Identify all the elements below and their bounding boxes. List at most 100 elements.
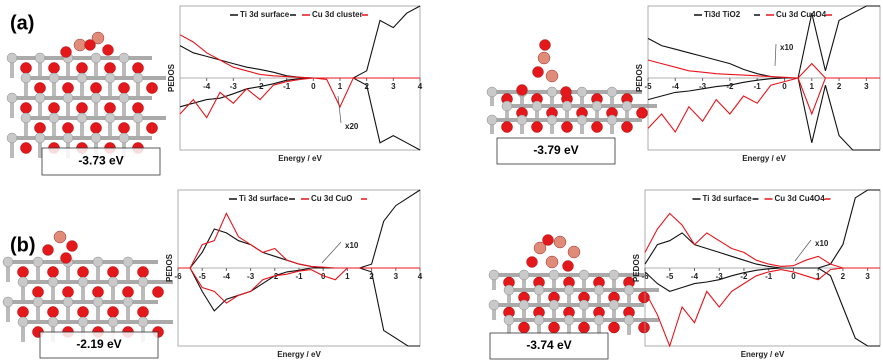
o-atom — [108, 307, 119, 318]
molecule-model — [7, 32, 166, 158]
ti-atom — [33, 257, 43, 267]
legend-label: Ti3d TiO2 — [704, 10, 741, 19]
ti-atom — [517, 115, 527, 125]
y-axis-label: PEDOS — [165, 253, 174, 282]
o-atom — [562, 122, 573, 133]
ti-atom — [562, 101, 572, 111]
x-tick-label: 4 — [418, 82, 423, 91]
o-atom — [119, 83, 130, 94]
ti-atom — [7, 53, 17, 63]
o-atom — [561, 87, 572, 98]
x-tick-label: -1 — [295, 272, 303, 281]
ti-atom — [93, 297, 103, 307]
ti-atom — [607, 115, 617, 125]
ti-atom — [138, 277, 148, 287]
o-atom — [517, 85, 528, 96]
annotation-pointer — [322, 242, 341, 263]
y-axis-label: PEDOS — [632, 253, 641, 282]
cu-atom — [546, 256, 558, 268]
panel-label: (a) — [10, 12, 34, 34]
energy-label: -3.74 eV — [526, 338, 571, 352]
cu-atom — [74, 39, 86, 51]
o-atom — [63, 83, 74, 94]
o-atom — [21, 63, 32, 74]
o-atom — [579, 322, 590, 333]
o-atom — [48, 267, 59, 278]
o-atom — [105, 63, 116, 74]
ti-atom — [3, 297, 13, 307]
x-tick-label: -3 — [247, 272, 255, 281]
legend-label: Cu 3d CuO — [311, 194, 352, 203]
ti-atom — [77, 113, 87, 123]
ti-atom — [123, 257, 133, 267]
molecule-model — [489, 235, 659, 336]
o-atom — [532, 122, 543, 133]
pedos-line — [645, 190, 880, 268]
o-atom — [147, 83, 158, 94]
ti-atom — [35, 93, 45, 103]
legend-label: Ti 3d surface — [703, 194, 753, 203]
x-tick-label: 4 — [418, 272, 423, 281]
ti-atom — [519, 270, 529, 280]
ti-atom — [489, 300, 499, 310]
pedos-line — [180, 6, 420, 78]
o-atom — [49, 63, 60, 74]
pedos-line — [648, 78, 880, 132]
annotation: x10 — [345, 241, 359, 250]
ti-atom — [33, 297, 43, 307]
ti-atom — [119, 133, 129, 143]
pedos-line — [178, 190, 420, 268]
o-atom — [527, 257, 538, 268]
ti-atom — [63, 133, 73, 143]
ti-atom — [91, 93, 101, 103]
annotation: x20 — [345, 122, 359, 131]
o-atom — [63, 123, 74, 134]
pedos-line — [180, 35, 420, 78]
ti-atom — [21, 73, 31, 83]
ti-atom — [108, 277, 118, 287]
o-atom — [138, 307, 149, 318]
ti-atom — [18, 317, 28, 327]
ti-atom — [77, 73, 87, 83]
o-atom — [21, 143, 32, 154]
ti-atom — [78, 317, 88, 327]
energy-label: -3.73 eV — [78, 154, 123, 168]
o-atom — [67, 241, 78, 252]
energy-label: -2.19 eV — [76, 337, 121, 351]
ti-atom — [108, 317, 118, 327]
cu-atom — [568, 246, 580, 258]
ti-atom — [21, 113, 31, 123]
o-atom — [35, 123, 46, 134]
ti-atom — [105, 73, 115, 83]
annotation-pointer — [795, 240, 811, 261]
figure: (a) (b) -3.73 eV-3.79 eV-2.19 eV-3.74 eV… — [0, 0, 883, 360]
o-atom — [133, 103, 144, 114]
x-tick-label: -1 — [765, 272, 773, 281]
annotation: x10 — [780, 43, 794, 52]
x-tick-label: -6 — [174, 272, 182, 281]
cu-atom — [54, 231, 66, 243]
ti-atom — [48, 317, 58, 327]
ti-atom — [624, 285, 634, 295]
panel-label: (b) — [10, 234, 36, 256]
ti-atom — [532, 101, 542, 111]
ti-atom — [504, 315, 514, 325]
molecule-model — [487, 40, 657, 135]
o-atom — [123, 287, 134, 298]
o-atom — [61, 253, 72, 264]
ti-atom — [504, 285, 514, 295]
o-atom — [18, 267, 29, 278]
ti-atom — [609, 300, 619, 310]
ti-atom — [35, 133, 45, 143]
ti-atom — [609, 270, 619, 280]
ti-atom — [579, 300, 589, 310]
ti-atom — [502, 101, 512, 111]
ti-atom — [63, 297, 73, 307]
x-tick-label: 2 — [837, 82, 842, 91]
o-atom — [639, 322, 650, 333]
ti-atom — [119, 93, 129, 103]
ti-atom — [519, 300, 529, 310]
cu-atom — [538, 52, 550, 64]
x-tick-label: -1 — [283, 82, 291, 91]
pedos-line — [645, 213, 880, 268]
